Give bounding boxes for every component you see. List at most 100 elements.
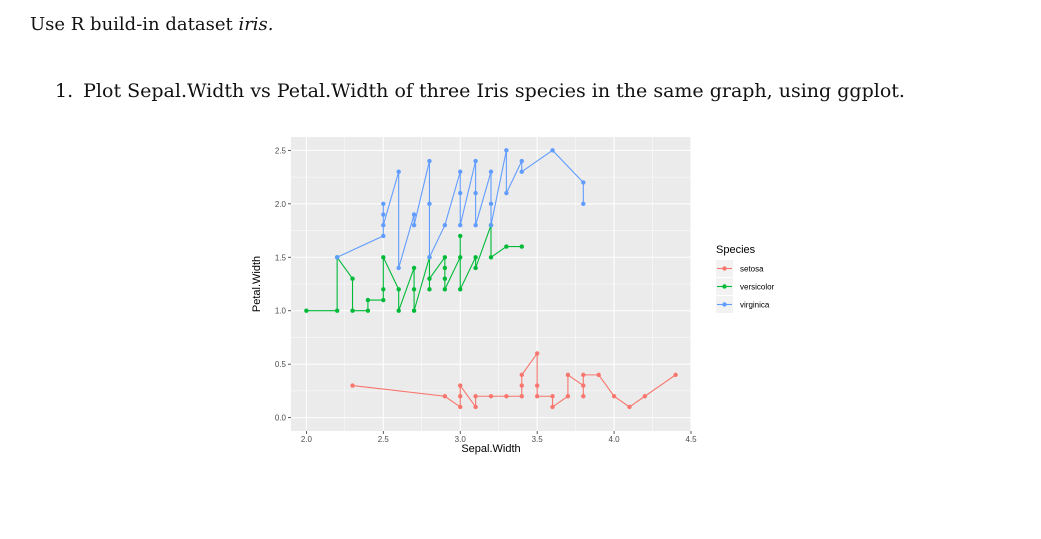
data-point-versicolor (442, 265, 448, 271)
data-point-versicolor (427, 276, 432, 281)
data-point-setosa (350, 383, 355, 388)
data-point-setosa (534, 383, 540, 388)
data-point-setosa (534, 351, 540, 356)
data-point-setosa (550, 394, 555, 399)
axis-layer: 2.0 2.5 3.0 3.5 4.0 4.5 0.0 0.5 1.0 1.5 2.0 2.5 (275, 146, 697, 444)
data-point-virginica (427, 158, 432, 164)
data-point-setosa (611, 394, 617, 399)
data-point-versicolor (381, 297, 386, 303)
data-point-virginica (458, 223, 463, 228)
data-point-virginica (458, 169, 463, 174)
data-point-virginica (581, 180, 586, 185)
data-point-setosa (458, 394, 463, 399)
data-point-versicolor (458, 255, 463, 260)
data-point-setosa (458, 383, 463, 388)
data-point-virginica (488, 169, 494, 174)
x-axis-title: Sepal.Width (461, 443, 520, 455)
x-tick-label: 2.0 (301, 435, 313, 444)
data-point-virginica (396, 169, 401, 174)
data-point-versicolor (334, 308, 340, 313)
data-point-virginica (381, 233, 386, 239)
data-point-versicolor (488, 255, 494, 260)
data-point-versicolor (411, 265, 417, 271)
legend-item-virginica: virginica (716, 296, 770, 313)
data-point-versicolor (350, 308, 355, 313)
legend-key-point (722, 266, 727, 271)
data-point-setosa (488, 394, 494, 399)
data-point-setosa (581, 383, 586, 388)
data-point-setosa (550, 404, 555, 410)
data-point-virginica (427, 201, 432, 207)
data-point-setosa (473, 404, 478, 410)
data-point-versicolor (473, 255, 478, 260)
x-tick-label: 4.0 (609, 435, 621, 444)
data-point-versicolor (381, 287, 386, 292)
y-tick-label: 1.5 (275, 253, 287, 262)
y-tick-label: 2.5 (275, 146, 287, 155)
legend-title: Species (716, 244, 756, 256)
y-tick-label: 0.5 (275, 360, 287, 369)
data-point-virginica (519, 169, 524, 174)
data-point-versicolor (442, 255, 448, 260)
data-point-setosa (642, 394, 648, 399)
intro-text: Use R build-in dataset iris. (30, 14, 274, 35)
data-point-virginica (550, 148, 555, 153)
data-point-setosa (458, 404, 463, 410)
legend: Species setosa versicolor virginica (716, 244, 775, 313)
data-point-virginica (411, 223, 417, 228)
data-point-virginica (488, 201, 494, 207)
data-point-virginica (473, 190, 478, 196)
data-point-virginica (442, 223, 448, 228)
data-point-versicolor (396, 308, 401, 313)
legend-item-versicolor: versicolor (716, 278, 775, 295)
y-axis-title: Petal.Width (251, 256, 263, 312)
intro-prefix: Use R build-in dataset (30, 14, 239, 35)
data-point-setosa (673, 372, 678, 378)
data-point-setosa (596, 372, 601, 378)
question-text: 1. Plot Sepal.Width vs Petal.Width of thr… (55, 80, 905, 102)
question-number: 1. (55, 80, 74, 102)
data-point-virginica (381, 223, 386, 228)
data-point-setosa (565, 394, 571, 399)
data-point-setosa (534, 394, 540, 399)
data-point-versicolor (381, 255, 386, 260)
data-point-setosa (519, 383, 524, 388)
y-tick-label: 1.0 (275, 307, 287, 316)
data-point-setosa (473, 394, 478, 399)
data-point-virginica (396, 265, 401, 271)
x-tick-label: 3.5 (532, 435, 544, 444)
data-point-setosa (565, 372, 571, 378)
data-point-versicolor (427, 287, 432, 292)
data-point-virginica (519, 158, 524, 164)
data-point-versicolor (411, 308, 417, 313)
legend-key-point (722, 284, 727, 289)
x-tick-label: 4.5 (685, 435, 697, 444)
data-point-virginica (488, 223, 494, 228)
y-tick-label: 0.0 (275, 414, 287, 423)
grid-major (291, 137, 692, 431)
data-point-virginica (458, 190, 463, 196)
data-point-setosa (519, 372, 524, 378)
legend-label: versicolor (740, 283, 775, 292)
data-point-versicolor (442, 276, 448, 281)
data-point-versicolor (350, 276, 355, 281)
data-point-virginica (334, 255, 340, 260)
data-point-virginica (427, 255, 432, 260)
scatter-line-chart: 2.0 2.5 3.0 3.5 4.0 4.5 0.0 0.5 1.0 1.5 2.0 2.5 Sep… (251, 137, 775, 455)
legend-item-setosa: setosa (716, 260, 764, 277)
data-point-versicolor (519, 244, 524, 249)
legend-label: virginica (740, 301, 770, 310)
data-point-virginica (381, 212, 386, 217)
data-point-versicolor (396, 287, 401, 292)
data-point-setosa (504, 394, 509, 399)
series-virginica (334, 148, 586, 271)
legend-label: setosa (740, 265, 764, 274)
series-layer (304, 148, 678, 410)
data-point-setosa (581, 394, 586, 399)
data-point-virginica (381, 201, 386, 207)
data-point-virginica (504, 190, 509, 196)
x-tick-label: 2.5 (378, 435, 390, 444)
data-point-versicolor (458, 287, 463, 292)
data-point-versicolor (504, 244, 509, 249)
data-point-setosa (581, 372, 586, 378)
